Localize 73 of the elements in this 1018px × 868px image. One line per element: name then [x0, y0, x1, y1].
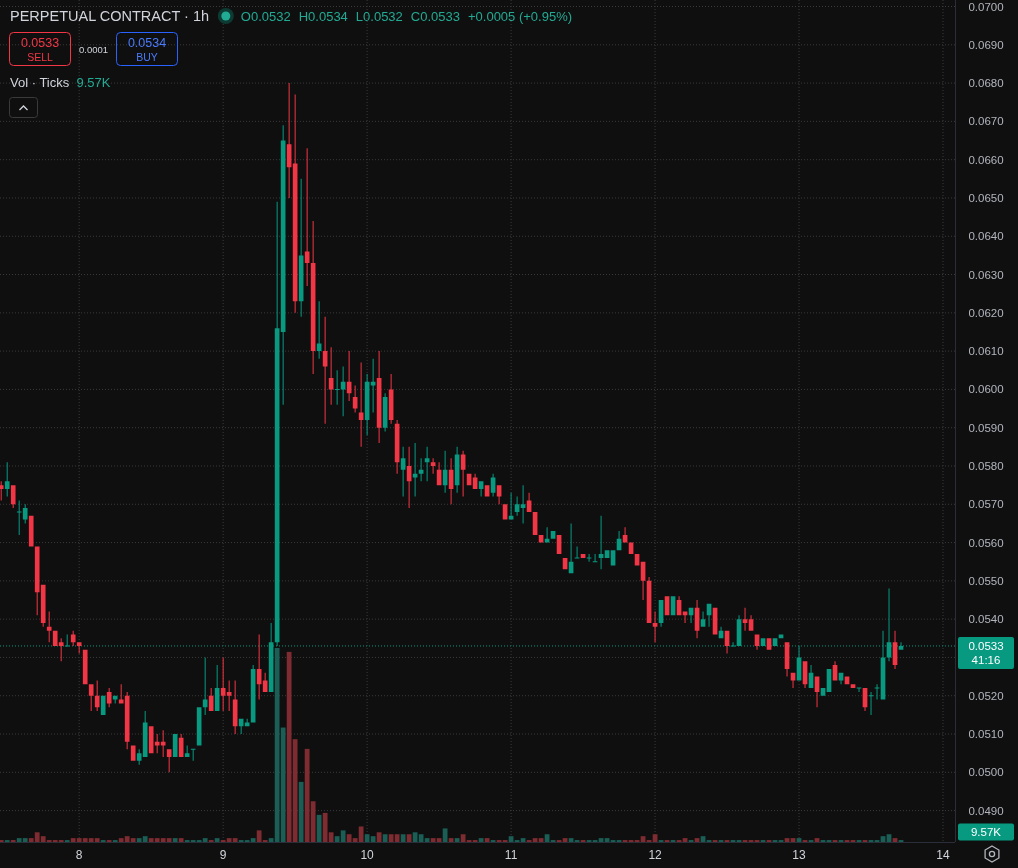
bar	[178, 838, 184, 842]
candlestick	[358, 362, 364, 447]
annotation: +0.0005 (+0.95%)	[467, 9, 573, 24]
y-tick-label: 0.0620	[968, 306, 1004, 319]
annotation: BUY	[136, 50, 158, 63]
y-tick-label: 0.0560	[968, 536, 1004, 549]
candlestick	[190, 748, 196, 761]
y-tick-label: 0.0630	[968, 268, 1004, 281]
candlestick	[4, 462, 10, 497]
annotation: Vol · Ticks	[10, 75, 70, 90]
x-tick-label: 11	[504, 848, 518, 862]
y-tick-label: 0.0570	[968, 498, 1004, 511]
x-tick-label: 8	[75, 848, 83, 862]
text: PERPETUAL CONTRACT · 1h	[10, 8, 210, 24]
candlestick	[46, 611, 52, 643]
candlestick	[88, 684, 94, 712]
candlestick	[874, 684, 880, 700]
x-tick-label: 14	[936, 848, 950, 862]
bar	[406, 834, 412, 842]
annotation: H0.0534	[298, 9, 348, 24]
ref-line-label: 0.0533	[968, 639, 1004, 652]
y-tick-label: 0.0510	[968, 728, 1004, 741]
annotation: L0.0532	[355, 9, 403, 24]
text: 41:16	[971, 653, 1001, 666]
y-tick-label: 0.0690	[968, 38, 1004, 51]
bar	[454, 838, 460, 842]
y-tick-label: 0.0520	[968, 689, 1004, 702]
candlestick	[598, 515, 604, 570]
candlestick	[586, 554, 592, 562]
candlestick	[166, 749, 172, 773]
x-tick-label: 13	[792, 848, 807, 862]
candlestick	[334, 370, 340, 405]
y-tick-label: 0.0700	[968, 0, 1004, 13]
y-tick-label: 0.0610	[968, 345, 1004, 358]
text: 9.57K	[970, 826, 1002, 838]
bar	[316, 814, 322, 842]
candlestick	[76, 642, 82, 654]
bar	[376, 832, 382, 842]
y-tick-label: 0.0640	[968, 230, 1004, 243]
x-tick-label: 10	[360, 848, 375, 862]
y-tick-label: 0.0670	[968, 115, 1004, 128]
y-tick-label: 0.0500	[968, 766, 1004, 779]
x-tick-label: 9	[219, 848, 227, 862]
y-tick-label: 0.0650	[968, 191, 1004, 204]
annotation: 0.0001	[78, 44, 109, 55]
y-tick-label: 0.0490	[968, 804, 1004, 817]
y-tick-label: 0.0590	[968, 421, 1004, 434]
candlestick	[370, 358, 376, 413]
candlestick	[0, 481, 4, 501]
annotation: 0.0533	[20, 36, 60, 50]
y-tick-label: 0.0580	[968, 459, 1004, 472]
candlestick	[70, 630, 76, 646]
candlestick	[868, 691, 874, 715]
annotation: O0.0532	[240, 9, 291, 24]
annotation: C0.0533	[410, 9, 460, 24]
annotation: SELL	[27, 50, 53, 63]
bar	[382, 834, 388, 842]
bar	[214, 838, 220, 842]
y-tick-label: 0.0660	[968, 153, 1004, 166]
x-tick-label: 12	[648, 848, 663, 862]
bar	[298, 781, 304, 842]
candlestick	[574, 546, 580, 559]
bar	[400, 834, 406, 842]
annotation: 9.57K	[76, 75, 111, 90]
y-tick-label: 0.0540	[968, 613, 1004, 626]
bar	[478, 838, 484, 842]
y-tick-label: 0.0550	[968, 574, 1004, 587]
y-tick-label: 0.0600	[968, 383, 1004, 396]
annotation: 0.0534	[127, 36, 167, 50]
candlestick	[592, 554, 598, 563]
bar	[172, 838, 178, 842]
bar	[442, 828, 448, 842]
y-tick-label: 0.0680	[968, 77, 1004, 90]
